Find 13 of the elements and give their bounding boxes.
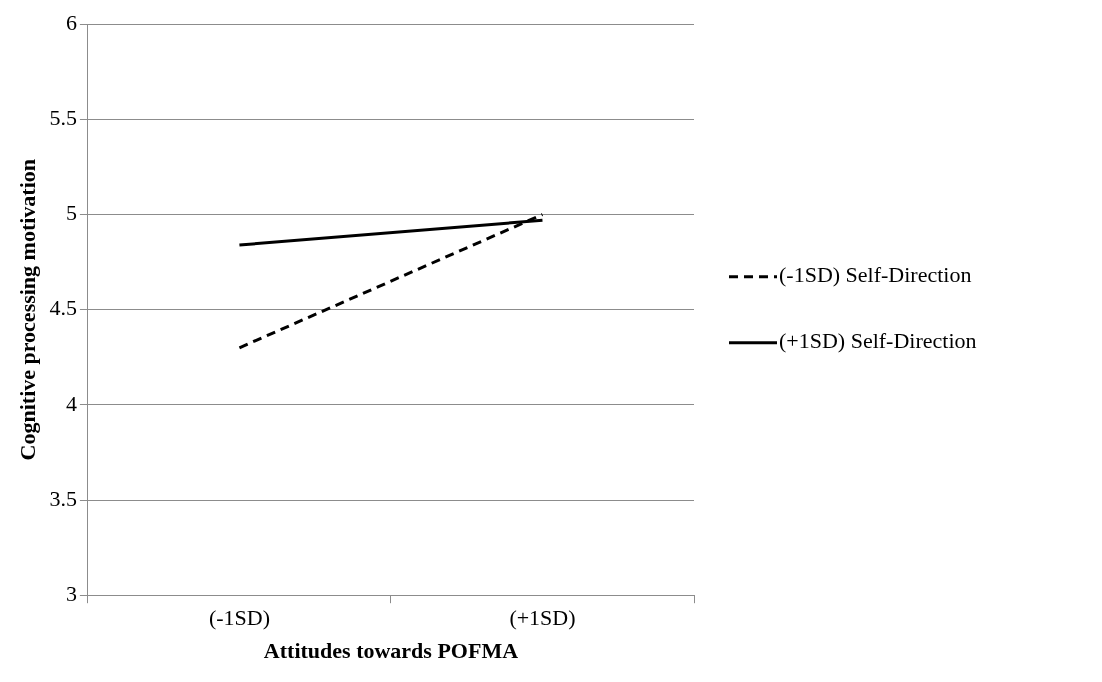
y-tick-label: 6 [65, 9, 77, 35]
y-tick-label: 3.5 [49, 485, 77, 511]
legend-label: (-1SD) Self-Direction [779, 262, 972, 288]
y-tick-label: 5.5 [49, 105, 77, 131]
y-tick-label: 4.5 [49, 295, 77, 321]
x-axis-title: Attitudes towards POFMA [263, 638, 519, 664]
y-tick-label: 3 [65, 580, 77, 606]
legend-label: (+1SD) Self-Direction [779, 328, 977, 354]
y-tick-label: 4 [65, 390, 77, 416]
y-axis-title: Cognitive processing motivation [14, 158, 40, 461]
x-tick-label: (-1SD) [208, 605, 270, 631]
x-tick-label: (+1SD) [509, 605, 576, 631]
y-tick-label: 5 [65, 200, 77, 226]
